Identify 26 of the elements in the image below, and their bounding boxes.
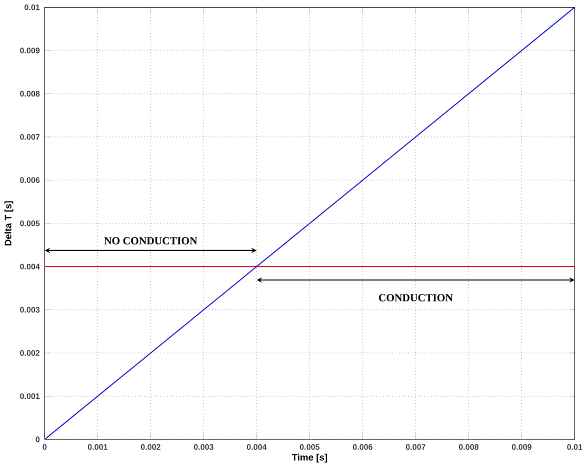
y-tick-label: 0.009 <box>20 48 40 54</box>
y-tick-label: 0.007 <box>20 134 40 140</box>
x-tick-label: 0.008 <box>458 444 479 450</box>
x-tick-label: 0.006 <box>352 444 372 450</box>
x-axis-title: Time [s] <box>292 454 328 462</box>
x-tick-label: 0.002 <box>140 444 160 450</box>
x-tick-label: 0.004 <box>246 444 267 450</box>
x-tick-label: 0.005 <box>300 444 320 450</box>
x-tick-label: 0 <box>42 444 47 450</box>
x-tick-label: 0.007 <box>406 444 426 450</box>
y-axis-title: Delta T [s] <box>4 201 14 246</box>
y-tick-label: 0.003 <box>20 306 40 313</box>
x-tick-label: 0.003 <box>194 444 214 450</box>
annotation: NO CONDUCTION <box>104 237 198 244</box>
x-tick-label: 0.001 <box>88 444 108 450</box>
x-tick-label: 0.01 <box>567 444 582 450</box>
y-tick-label: 0.001 <box>20 393 40 400</box>
y-tick-label: 0.01 <box>24 4 40 10</box>
y-tick-label: 0 <box>36 436 40 442</box>
y-tick-label: 0.002 <box>20 350 40 356</box>
x-tick-label: 0.009 <box>512 444 532 450</box>
y-tick-label: 0.005 <box>20 220 40 226</box>
y-tick-label: 0.004 <box>20 264 40 270</box>
y-tick-label: 0.006 <box>20 177 40 184</box>
annotation: CONDUCTION <box>378 294 453 302</box>
y-tick-label: 0.008 <box>20 90 40 97</box>
